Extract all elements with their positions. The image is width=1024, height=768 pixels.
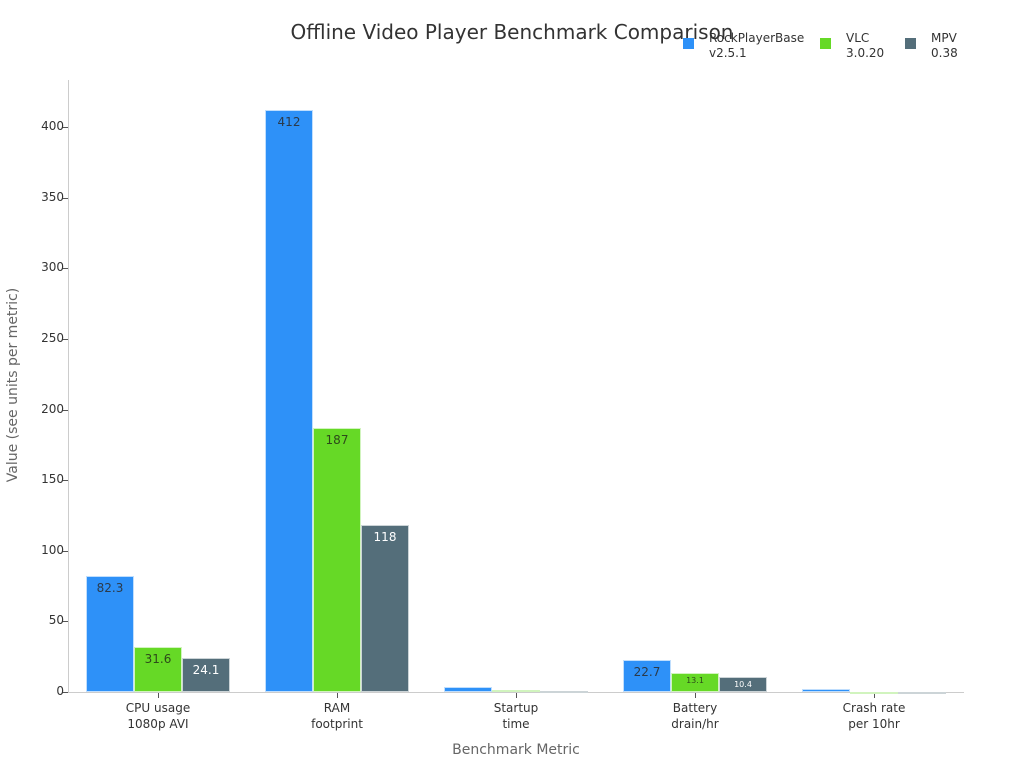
y-axis-label: Value (see units per metric) xyxy=(5,287,21,483)
bar-mpv-2[interactable] xyxy=(540,690,588,693)
x-axis-label: Benchmark Metric xyxy=(452,742,580,758)
y-tick-mark xyxy=(62,338,68,340)
y-tick-mark xyxy=(62,127,68,128)
y-tick-label: 200 xyxy=(41,401,64,416)
bar-value-label: 31.6 xyxy=(144,652,172,667)
y-tick-mark xyxy=(62,197,68,199)
bar-vlc-1[interactable]: 187 xyxy=(313,427,361,692)
bar-rockplayerbase-1[interactable]: 412 xyxy=(265,110,313,692)
y-tick-label: 250 xyxy=(41,330,64,345)
y-tick-mark xyxy=(62,692,68,693)
legend-label-vlc: VLC 3.0.20 xyxy=(846,31,885,60)
y-tick-label: 300 xyxy=(41,260,64,275)
x-tick-mark xyxy=(874,693,875,698)
bar-mpv-0[interactable]: 24.1 xyxy=(182,657,230,692)
y-tick-label: 100 xyxy=(41,542,64,557)
y-tick-mark xyxy=(62,409,68,411)
x-tick-mark xyxy=(695,693,696,698)
y-tick-label: 400 xyxy=(41,119,64,133)
x-tick-mark xyxy=(158,693,159,698)
bar-vlc-2[interactable] xyxy=(492,690,540,693)
x-tick-label: Battery drain/hr xyxy=(671,701,719,731)
y-tick-mark xyxy=(62,480,68,482)
bar-mpv-4[interactable] xyxy=(898,691,946,694)
legend-swatch-mpv xyxy=(905,38,916,49)
bar-value-label: 13.1 xyxy=(686,676,704,686)
x-tick-label: Crash rate per 10hr xyxy=(842,701,906,731)
x-tick-label: CPU usage 1080p AVI xyxy=(125,701,191,731)
bar-value-label: 118 xyxy=(373,530,397,545)
y-tick-label: 0 xyxy=(56,684,64,698)
bar-vlc-0[interactable]: 31.6 xyxy=(134,647,182,692)
y-tick-label: 350 xyxy=(41,189,64,204)
legend-swatch-rockplayerbase xyxy=(683,38,694,49)
bar-value-label: 412 xyxy=(277,115,301,130)
bar-vlc-4[interactable] xyxy=(850,691,898,694)
y-tick-label: 150 xyxy=(41,472,64,487)
bar-rockplayerbase-0[interactable]: 82.3 xyxy=(86,575,134,692)
bar-vlc-3[interactable]: 13.1 xyxy=(671,673,719,692)
legend-label-rockplayerbase: RockPlayerBase v2.5.1 xyxy=(709,31,805,60)
bar-value-label: 10.4 xyxy=(734,680,752,690)
x-tick-label: Startup time xyxy=(493,701,539,731)
bar-rockplayerbase-4[interactable] xyxy=(802,689,850,692)
legend-label-mpv: MPV 0.38 xyxy=(931,31,958,60)
y-tick-mark xyxy=(62,550,68,552)
bar-rockplayerbase-2[interactable] xyxy=(444,687,492,692)
bar-value-label: 82.3 xyxy=(96,580,124,595)
x-tick-mark xyxy=(337,693,338,698)
bar-value-label: 22.7 xyxy=(633,664,661,679)
y-tick-label: 50 xyxy=(48,613,64,628)
bar-value-label: 187 xyxy=(325,432,349,447)
bar-mpv-3[interactable]: 10.4 xyxy=(719,677,767,692)
x-tick-mark xyxy=(516,693,517,698)
chart-title: Offline Video Player Benchmark Compariso… xyxy=(290,20,734,44)
y-tick-mark xyxy=(62,268,68,270)
y-tick-mark xyxy=(62,621,68,623)
x-axis-line xyxy=(68,692,964,693)
bar-rockplayerbase-3[interactable]: 22.7 xyxy=(623,659,671,692)
x-tick-label: RAM footprint xyxy=(311,701,363,731)
bar-value-label: 24.1 xyxy=(192,662,220,677)
bar-mpv-1[interactable]: 118 xyxy=(361,525,409,692)
legend-swatch-vlc xyxy=(820,38,831,49)
y-axis-line xyxy=(68,80,69,692)
